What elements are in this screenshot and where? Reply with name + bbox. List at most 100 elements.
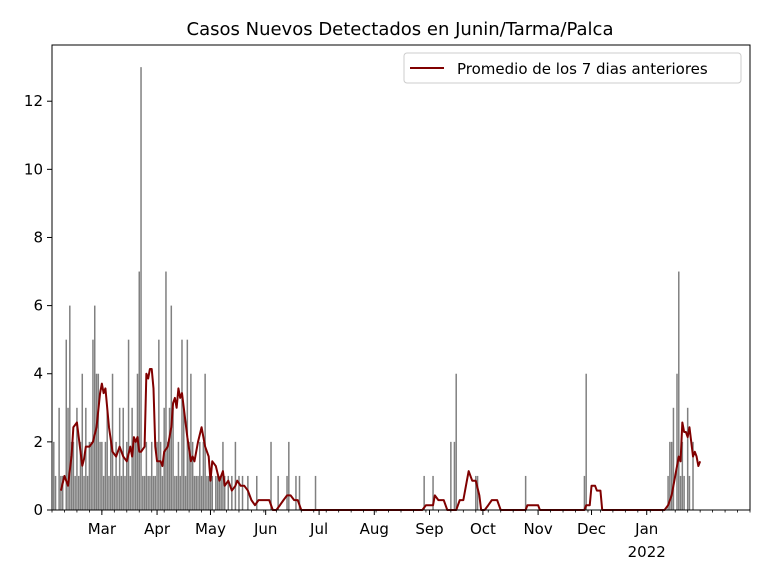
x-tick-label: Sep [415,520,443,538]
bar [93,305,96,510]
x-tick-label: Dec [577,520,606,538]
bar [67,407,69,510]
bar [156,441,158,510]
bar [188,441,190,510]
bar [115,441,117,510]
bar [175,475,178,510]
bar [111,373,114,510]
bar [124,475,126,510]
bar [199,441,201,510]
bar [241,475,244,510]
bar [143,475,146,510]
bar [450,441,452,510]
x-tick-label: Mar [88,520,117,538]
bar [585,373,587,510]
bar [85,407,87,510]
bar [202,441,205,510]
bar [165,271,167,510]
bar [131,407,133,510]
bar [150,441,153,510]
bar [206,475,208,510]
x-tick-label: Oct [470,520,496,538]
bar [79,441,82,510]
bar [676,373,678,510]
bar [686,407,689,510]
bar [314,475,317,510]
bar [177,441,180,510]
bar [191,441,194,510]
bar [138,271,140,510]
bar [90,441,92,510]
legend-box [403,52,742,84]
bar [129,475,132,510]
bar [120,475,123,510]
bar [126,441,128,510]
bar [133,441,135,510]
bar [140,67,142,510]
bar [678,271,680,510]
bar [77,475,80,510]
bar [97,373,100,510]
chart-title: Casos Nuevos Detectados en Junin/Tarma/P… [187,19,614,40]
bar [161,475,164,510]
bar [186,339,189,510]
bar [256,475,258,510]
bar [60,475,62,510]
bar [234,441,237,510]
x-tick-label: Apr [144,520,171,538]
bar [209,475,212,510]
bar [65,339,67,510]
bar [476,475,479,510]
x-tick-label: Jul [309,520,328,538]
bar [200,475,203,510]
bar [166,441,169,510]
bar [183,407,185,510]
bar [95,373,98,510]
bar [197,475,199,510]
bar [667,475,669,510]
bar [110,441,112,510]
bar [432,475,434,510]
x-tick-label: Jan [634,520,658,538]
bar [277,475,279,510]
y-tick-label: 4 [33,365,43,383]
bar [218,475,221,510]
x-axis: Mar Apr May Jun Jul Aug Sep Oct Nov Dec Jan 2022 [51,510,751,561]
bar [154,475,157,510]
bar [147,475,149,510]
bar [74,475,76,510]
bar [672,407,675,510]
bar [223,475,226,510]
bar [81,373,84,510]
bar [101,441,103,510]
bar [72,441,75,510]
x-tick-label: Jun [253,520,277,538]
bar [455,373,457,510]
bar [99,441,101,510]
bar [83,475,85,510]
legend: Promedio de los 7 dias anteriores [403,52,742,84]
bar [149,475,151,510]
bar [207,475,210,510]
y-tick-label: 8 [33,228,43,246]
average-line [59,367,702,511]
bar [215,475,217,510]
bar [53,441,55,510]
bar [170,305,173,510]
bar [172,407,174,510]
bar [679,475,682,510]
bar [211,475,214,510]
bar [179,475,181,510]
bar [688,475,691,510]
legend-label: Promedio de los 7 dias anteriores [457,60,708,78]
bar [54,475,57,510]
y-tick-label: 0 [33,501,43,519]
x-tick-label: May [195,520,226,538]
x-tick-sublabel: 2022 [628,543,666,561]
bar [286,475,288,510]
bar [88,441,91,510]
bar [692,441,694,510]
bar [669,441,671,510]
line-series [59,367,702,511]
